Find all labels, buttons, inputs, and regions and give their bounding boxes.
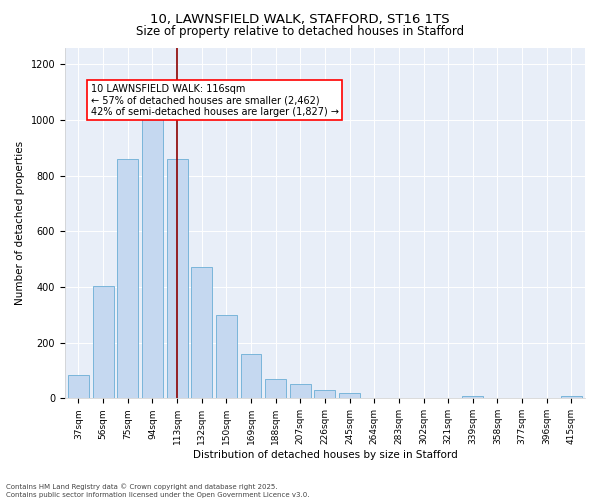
Bar [463,396,484,398]
Bar [290,384,311,398]
Bar [339,393,360,398]
Y-axis label: Number of detached properties: Number of detached properties [15,141,25,305]
Text: 10 LAWNSFIELD WALK: 116sqm
← 57% of detached houses are smaller (2,462)
42% of s: 10 LAWNSFIELD WALK: 116sqm ← 57% of deta… [91,84,339,117]
Bar [167,159,188,398]
Bar [265,379,286,398]
Bar [314,390,335,398]
Bar [117,159,138,398]
Bar [191,268,212,398]
Bar [561,396,582,398]
Bar [241,354,262,399]
Bar [216,315,237,398]
Bar [68,374,89,398]
Bar [92,286,113,399]
Bar [142,118,163,398]
Text: 10, LAWNSFIELD WALK, STAFFORD, ST16 1TS: 10, LAWNSFIELD WALK, STAFFORD, ST16 1TS [150,12,450,26]
Text: Size of property relative to detached houses in Stafford: Size of property relative to detached ho… [136,25,464,38]
X-axis label: Distribution of detached houses by size in Stafford: Distribution of detached houses by size … [193,450,457,460]
Text: Contains HM Land Registry data © Crown copyright and database right 2025.
Contai: Contains HM Land Registry data © Crown c… [6,484,310,498]
